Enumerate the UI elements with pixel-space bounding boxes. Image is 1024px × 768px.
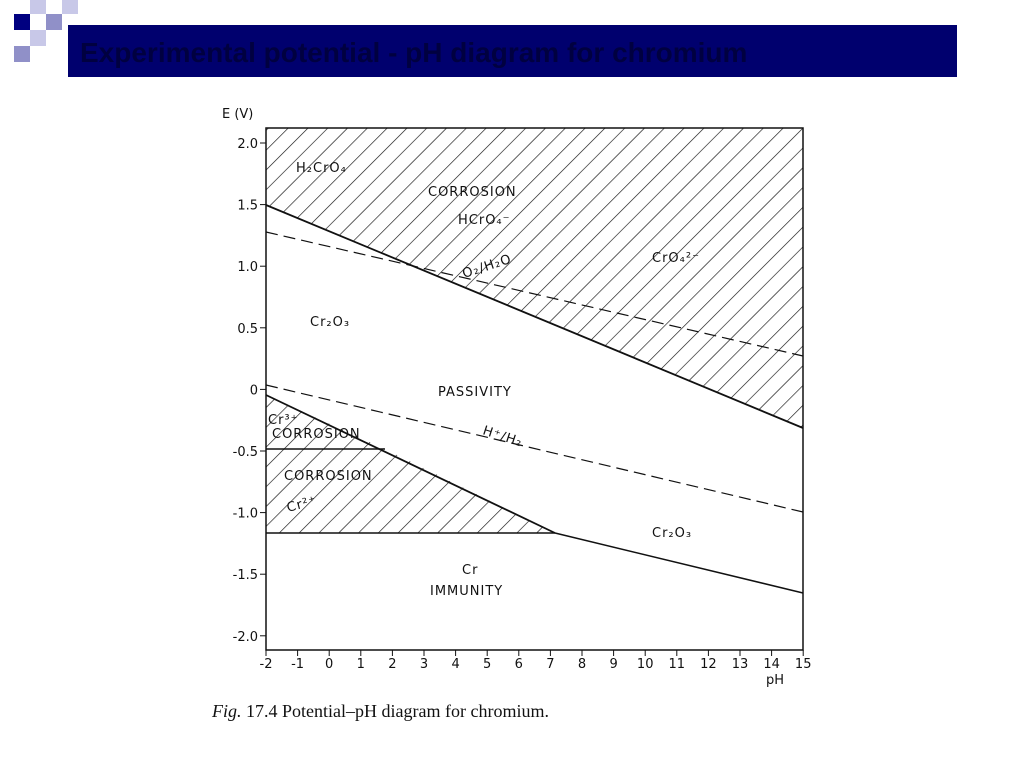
x-tick-label: 2: [388, 657, 396, 672]
region-label: PASSIVITY: [438, 385, 512, 400]
slide-title: Experimental potential - pH diagram for …: [80, 37, 747, 68]
boundary: [265, 394, 556, 534]
x-tick-label: 0: [325, 657, 333, 672]
x-tick-label: 14: [763, 657, 780, 672]
y-axis-label: E (V): [222, 107, 253, 122]
y-tick-label: 1.0: [237, 260, 258, 275]
caption-text: 17.4 Potential–pH diagram for chromium.: [246, 701, 549, 721]
region-label: CORROSION: [272, 427, 361, 442]
caption: Fig. 17.4 Potential–pH diagram for chrom…: [211, 701, 549, 721]
water-line: [265, 231, 804, 357]
x-tick-label: -2: [260, 657, 273, 672]
boundary: [265, 204, 804, 429]
x-tick-label: 7: [546, 657, 554, 672]
region-label: HCrO₄⁻: [458, 213, 511, 228]
x-tick-label: -1: [291, 657, 304, 672]
y-tick-label: 0: [250, 383, 258, 398]
x-tick-label: 10: [637, 657, 654, 672]
diagram: E (V) pH 2.0 1.5 1.0 0.5 0 -0.5 -1.0 -1.5 -2.0-2…: [222, 107, 811, 688]
x-tick-label: 11: [669, 657, 686, 672]
y-tick-label: 2.0: [237, 137, 258, 152]
boundary: [554, 532, 804, 594]
region-label: H⁺/H₂: [481, 424, 525, 451]
x-tick-label: 12: [700, 657, 717, 672]
caption-prefix: Fig.: [211, 701, 242, 721]
region-label: CrO₄²⁻: [652, 251, 700, 266]
x-tick-label: 5: [483, 657, 491, 672]
corrosion-area: [266, 449, 555, 533]
y-tick-label: 1.5: [237, 199, 258, 214]
x-tick-label: 3: [420, 657, 428, 672]
region-label: Cr₂O₃: [310, 315, 350, 330]
y-tick-label: -1.0: [233, 507, 258, 522]
hydrogen-line: [265, 384, 804, 513]
y-tick-label: 0.5: [237, 322, 258, 337]
decoration: [14, 0, 78, 62]
x-tick-label: 9: [609, 657, 617, 672]
title-bar: [68, 25, 957, 77]
x-tick-label: 4: [451, 657, 459, 672]
region-label: CORROSION: [284, 469, 373, 484]
region-label: H₂CrO₄: [296, 161, 347, 176]
region-label: IMMUNITY: [430, 584, 503, 599]
y-tick-label: -1.5: [233, 568, 258, 583]
region-label: Cr₂O₃: [652, 526, 692, 541]
y-tick-label: -0.5: [233, 445, 258, 460]
x-tick-label: 13: [732, 657, 749, 672]
x-tick-label: 8: [578, 657, 586, 672]
region-label: CORROSION: [428, 185, 517, 200]
x-tick-label: 1: [357, 657, 365, 672]
x-tick-label: 15: [795, 657, 812, 672]
corrosion-area: [266, 128, 803, 428]
region-label: Cr: [462, 563, 478, 578]
region-label: Cr³⁺: [268, 413, 299, 428]
x-axis-label: pH: [766, 673, 784, 688]
y-tick-label: -2.0: [233, 630, 258, 645]
x-tick-label: 6: [515, 657, 523, 672]
